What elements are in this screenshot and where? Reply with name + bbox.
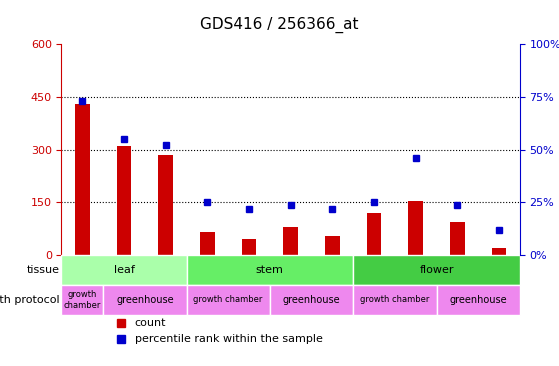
FancyBboxPatch shape bbox=[187, 285, 270, 315]
Bar bbox=[409, 201, 423, 255]
Text: greenhouse: greenhouse bbox=[283, 295, 340, 305]
Text: growth protocol: growth protocol bbox=[0, 295, 59, 305]
FancyBboxPatch shape bbox=[353, 255, 520, 285]
Bar bbox=[241, 239, 256, 255]
Bar bbox=[325, 236, 340, 255]
Text: growth chamber: growth chamber bbox=[360, 295, 429, 304]
FancyBboxPatch shape bbox=[353, 285, 437, 315]
FancyBboxPatch shape bbox=[437, 285, 520, 315]
Text: leaf: leaf bbox=[113, 265, 134, 275]
Bar bbox=[200, 232, 215, 255]
Text: percentile rank within the sample: percentile rank within the sample bbox=[135, 335, 323, 344]
Bar bbox=[117, 146, 131, 255]
Text: count: count bbox=[135, 318, 167, 328]
Text: tissue: tissue bbox=[26, 265, 59, 275]
Text: GDS416 / 256366_at: GDS416 / 256366_at bbox=[200, 17, 359, 33]
Bar bbox=[450, 222, 465, 255]
FancyBboxPatch shape bbox=[103, 285, 187, 315]
FancyBboxPatch shape bbox=[61, 285, 103, 315]
FancyBboxPatch shape bbox=[61, 255, 187, 285]
Bar bbox=[492, 248, 506, 255]
Bar bbox=[158, 155, 173, 255]
Text: flower: flower bbox=[419, 265, 454, 275]
Text: greenhouse: greenhouse bbox=[116, 295, 174, 305]
Text: greenhouse: greenhouse bbox=[449, 295, 507, 305]
Text: stem: stem bbox=[256, 265, 284, 275]
FancyBboxPatch shape bbox=[187, 255, 353, 285]
Bar bbox=[283, 227, 298, 255]
FancyBboxPatch shape bbox=[270, 285, 353, 315]
Text: growth
chamber: growth chamber bbox=[64, 290, 101, 310]
Bar bbox=[75, 104, 89, 255]
Text: growth chamber: growth chamber bbox=[193, 295, 263, 304]
Bar bbox=[367, 213, 381, 255]
